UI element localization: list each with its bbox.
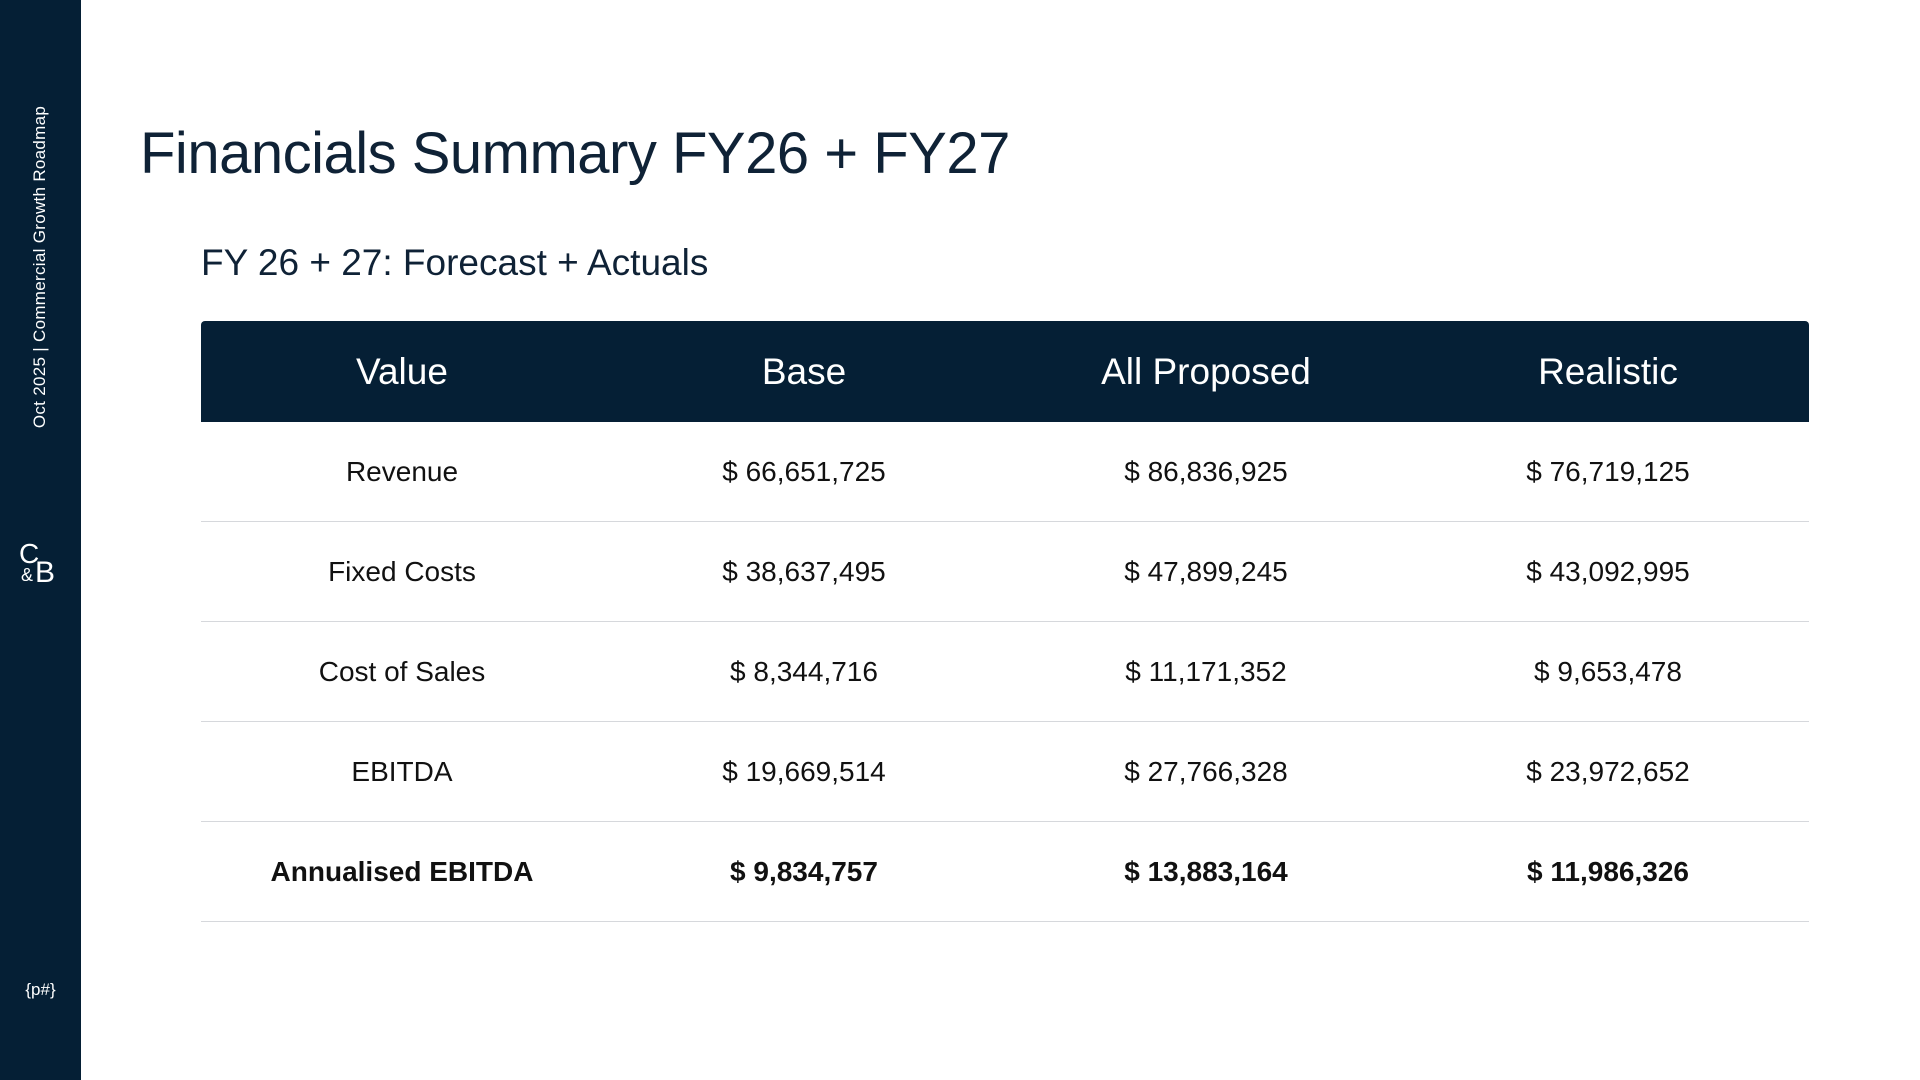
row-label: Cost of Sales: [201, 621, 603, 722]
column-header-base: Base: [603, 321, 1005, 422]
table-row-annualised-ebitda: Annualised EBITDA $ 9,834,757 $ 13,883,1…: [201, 821, 1809, 922]
cell-base: $ 38,637,495: [603, 521, 1005, 622]
cell-realistic: $ 9,653,478: [1407, 621, 1809, 722]
cell-base: $ 66,651,725: [603, 422, 1005, 522]
cell-all-proposed: $ 11,171,352: [1005, 621, 1407, 722]
section-title: FY 26 + 27: Forecast + Actuals: [201, 242, 709, 283]
sidebar: Oct 2025 | Commercial Growth Roadmap C &…: [0, 0, 81, 1080]
row-label: Revenue: [201, 422, 603, 522]
cell-base: $ 19,669,514: [603, 721, 1005, 822]
cell-realistic: $ 43,092,995: [1407, 521, 1809, 622]
column-header-realistic: Realistic: [1407, 321, 1809, 422]
cell-all-proposed: $ 47,899,245: [1005, 521, 1407, 622]
table-row-fixed-costs: Fixed Costs $ 38,637,495 $ 47,899,245 $ …: [201, 521, 1809, 622]
sidebar-tagline: Oct 2025 | Commercial Growth Roadmap: [30, 105, 49, 429]
cell-realistic: $ 11,986,326: [1407, 821, 1809, 922]
table-row-cost-of-sales: Cost of Sales $ 8,344,716 $ 11,171,352 $…: [201, 621, 1809, 722]
cell-all-proposed: $ 13,883,164: [1005, 821, 1407, 922]
company-logo: C & B: [17, 540, 65, 590]
column-header-value: Value: [201, 321, 603, 422]
row-label: EBITDA: [201, 721, 603, 822]
cell-realistic: $ 76,719,125: [1407, 422, 1809, 522]
logo-letter-c: C: [19, 538, 40, 569]
financials-table: Value Base All Proposed Realistic Revenu…: [201, 321, 1809, 922]
cell-realistic: $ 23,972,652: [1407, 721, 1809, 822]
row-label: Annualised EBITDA: [201, 821, 603, 922]
table-row-ebitda: EBITDA $ 19,669,514 $ 27,766,328 $ 23,97…: [201, 721, 1809, 822]
column-header-all-proposed: All Proposed: [1005, 321, 1407, 422]
cell-all-proposed: $ 86,836,925: [1005, 422, 1407, 522]
cell-base: $ 9,834,757: [603, 821, 1005, 922]
table-row-revenue: Revenue $ 66,651,725 $ 86,836,925 $ 76,7…: [201, 422, 1809, 522]
page-title: Financials Summary FY26 + FY27: [140, 121, 1010, 186]
cell-base: $ 8,344,716: [603, 621, 1005, 722]
row-label: Fixed Costs: [201, 521, 603, 622]
page-number: {p#}: [25, 980, 56, 999]
table-header-row: Value Base All Proposed Realistic: [201, 321, 1809, 422]
logo-ampersand: &: [21, 565, 34, 585]
cell-all-proposed: $ 27,766,328: [1005, 721, 1407, 822]
logo-letter-b: B: [35, 556, 56, 589]
